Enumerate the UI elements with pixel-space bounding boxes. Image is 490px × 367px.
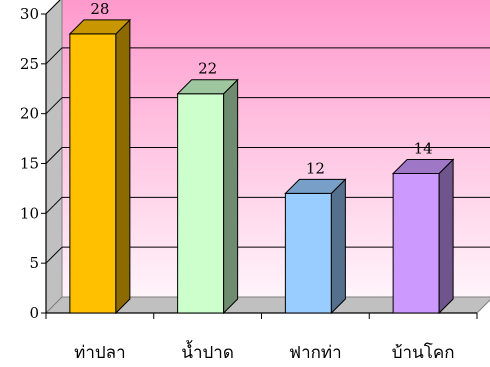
y-tick-label: 0: [29, 304, 39, 322]
x-category-label: ฟากท่า: [289, 343, 342, 363]
bar-front: [284, 192, 332, 314]
y-axis-ticks: 0 5 10 15 20 25 30: [20, 5, 46, 322]
data-label: 12: [306, 159, 325, 177]
gridline-side: [45, 47, 63, 65]
x-category-label: น้ำปาด: [181, 340, 234, 363]
plot-area: [44, 0, 490, 315]
gridline-side: [45, 246, 63, 264]
bar: [68, 18, 132, 315]
bar-side: [223, 78, 239, 315]
y-tick-label: 30: [20, 5, 39, 23]
bar-side: [438, 158, 454, 315]
gridline-side: [45, 0, 61, 15]
bar-top: [68, 19, 132, 35]
y-tick-label: 20: [20, 105, 39, 123]
x-axis-categories: ท่าปลา น้ำปาด ฟากท่า บ้านโคก: [74, 340, 454, 363]
bar-top: [284, 178, 347, 194]
bar-side: [115, 18, 131, 315]
x-category-label: บ้านโคก: [392, 342, 455, 363]
bar-side: [330, 178, 346, 315]
x-category-label: ท่าปลา: [74, 343, 126, 363]
gridline-side: [45, 147, 63, 164]
data-label: 28: [90, 0, 109, 18]
bar-front: [392, 172, 440, 314]
bar-front: [177, 93, 225, 314]
y-tick-label: 25: [20, 55, 39, 73]
bar-top: [176, 79, 239, 95]
bar-top: [391, 158, 455, 174]
bars: [68, 18, 455, 315]
bar: [176, 78, 239, 315]
data-labels: 28 22 12 14: [90, 0, 432, 177]
side-wall: [45, 0, 63, 315]
bar: [391, 158, 455, 315]
data-label: 22: [198, 60, 217, 78]
data-label: 14: [414, 139, 433, 157]
y-tick-label: 15: [20, 155, 39, 173]
y-tick-label: 5: [29, 254, 39, 272]
bar: [284, 178, 347, 315]
y-tick-label: 10: [20, 204, 39, 222]
bar-front: [69, 33, 117, 314]
gridline-side: [45, 97, 63, 115]
gridline-side: [45, 196, 63, 214]
